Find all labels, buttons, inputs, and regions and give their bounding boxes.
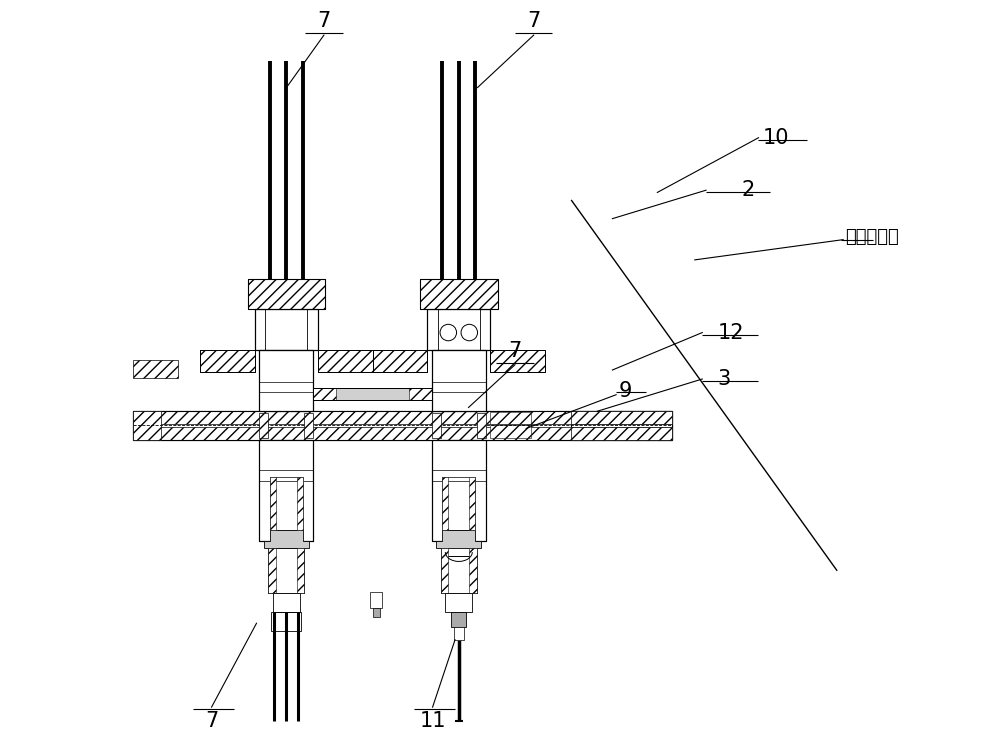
Bar — [571, 427, 672, 440]
Bar — [427, 308, 490, 350]
Text: 7: 7 — [205, 711, 218, 731]
Bar — [454, 627, 464, 640]
Text: 一次分离面: 一次分离面 — [845, 229, 898, 247]
Bar — [469, 478, 475, 529]
Bar — [445, 593, 472, 612]
Bar — [133, 411, 672, 440]
Bar — [432, 350, 486, 411]
Bar — [259, 440, 313, 541]
Bar — [133, 411, 161, 440]
Bar — [133, 427, 672, 440]
Bar — [420, 278, 498, 308]
Bar — [255, 308, 318, 350]
Polygon shape — [445, 529, 472, 556]
Bar — [259, 440, 313, 541]
Bar — [259, 350, 313, 411]
Bar — [373, 350, 427, 372]
Text: 2: 2 — [741, 180, 754, 200]
Bar — [268, 548, 276, 593]
Bar — [373, 608, 380, 617]
Bar — [432, 350, 486, 411]
Text: 7: 7 — [527, 11, 540, 32]
Bar — [297, 478, 303, 529]
Bar — [432, 440, 486, 541]
Bar — [469, 548, 477, 593]
Bar — [268, 548, 304, 593]
Bar — [133, 359, 178, 378]
Bar — [313, 388, 432, 400]
Bar — [273, 593, 300, 612]
Bar — [571, 411, 672, 424]
Bar — [571, 411, 672, 440]
Bar — [451, 612, 466, 627]
Bar — [268, 548, 304, 593]
Text: 12: 12 — [717, 323, 744, 343]
Bar — [259, 350, 313, 411]
Polygon shape — [264, 529, 309, 548]
Bar — [373, 350, 427, 372]
Bar — [441, 548, 477, 593]
Bar — [248, 278, 325, 308]
Bar — [318, 350, 373, 372]
Text: 7: 7 — [508, 341, 522, 361]
Bar — [248, 278, 325, 308]
Bar — [432, 413, 441, 438]
Bar — [490, 426, 531, 438]
Bar — [270, 478, 303, 529]
Bar — [490, 412, 531, 424]
Bar — [420, 278, 498, 308]
Bar — [490, 350, 545, 372]
Text: 9: 9 — [618, 381, 632, 401]
Polygon shape — [436, 529, 481, 548]
Bar — [313, 388, 432, 400]
Text: 11: 11 — [419, 711, 446, 731]
Bar — [297, 548, 304, 593]
Bar — [441, 548, 477, 593]
Bar — [370, 592, 382, 608]
Bar — [477, 413, 486, 438]
Bar — [313, 388, 336, 400]
Bar — [442, 478, 475, 529]
Bar — [200, 350, 255, 372]
Bar — [304, 413, 313, 438]
Bar — [432, 440, 486, 541]
Bar — [441, 548, 448, 593]
Bar — [427, 308, 490, 350]
Text: 7: 7 — [317, 11, 331, 32]
Bar — [255, 308, 318, 350]
Bar — [442, 478, 448, 529]
Bar — [270, 478, 276, 529]
Bar — [271, 612, 301, 631]
Bar — [133, 411, 672, 440]
Bar — [490, 350, 545, 372]
Text: 10: 10 — [762, 128, 789, 147]
Bar — [200, 350, 255, 372]
Bar — [318, 350, 373, 372]
Bar — [133, 411, 672, 424]
Bar — [409, 388, 432, 400]
Bar — [259, 413, 268, 438]
Text: 3: 3 — [717, 369, 731, 389]
